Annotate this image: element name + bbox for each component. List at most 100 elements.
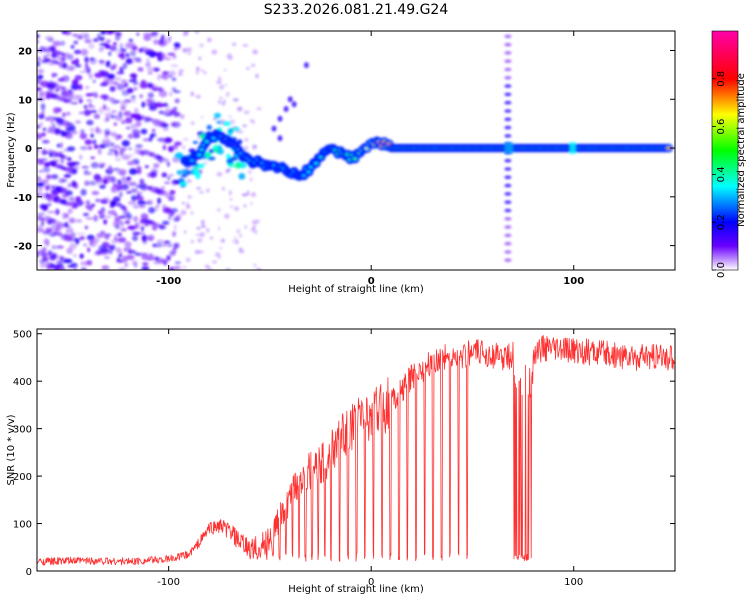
ridge-blob [238, 173, 246, 180]
noise-speckle [65, 111, 71, 116]
noise-speckle [90, 57, 94, 61]
interference-dot [504, 84, 512, 88]
y-tick-label: 500 [13, 330, 32, 341]
noise-speckle [132, 158, 140, 163]
noise-speckle [67, 101, 74, 104]
noise-speckle [233, 236, 237, 240]
noise-speckle [98, 70, 105, 74]
noise-speckle [217, 76, 222, 82]
noise-speckle [134, 107, 139, 115]
noise-speckle [155, 204, 160, 208]
noise-speckle [173, 242, 180, 249]
noise-speckle [126, 87, 134, 94]
x-tick-label: 100 [563, 276, 584, 287]
noise-speckle [42, 256, 49, 262]
noise-speckle [56, 245, 64, 249]
noise-speckle [41, 139, 50, 144]
noise-speckle [104, 234, 110, 240]
ridge-blob [303, 62, 309, 69]
noise-speckle [171, 87, 177, 92]
noise-speckle [67, 197, 72, 201]
noise-speckle [66, 127, 72, 132]
noise-speckle [99, 143, 109, 148]
noise-speckle [80, 188, 87, 196]
noise-speckle [37, 158, 41, 162]
noise-speckle [168, 70, 176, 77]
interference-dot [504, 76, 512, 80]
noise-speckle [81, 165, 89, 169]
noise-speckle [127, 249, 137, 254]
noise-speckle [152, 243, 157, 248]
ridge-blob [208, 149, 214, 154]
noise-speckle [47, 219, 52, 225]
noise-speckle [122, 62, 128, 70]
noise-speckle [72, 94, 80, 101]
noise-speckle [152, 87, 159, 91]
noise-speckle [110, 200, 117, 207]
noise-speckle [103, 178, 110, 184]
noise-speckle [116, 83, 125, 91]
noise-speckle [63, 258, 73, 264]
noise-speckle [143, 119, 150, 123]
ridge-blob [186, 171, 191, 175]
noise-speckle [160, 53, 167, 60]
noise-speckle [60, 157, 64, 164]
noise-speckle [144, 165, 149, 169]
noise-speckle [123, 110, 132, 117]
noise-speckle [100, 207, 106, 213]
noise-speckle [216, 208, 221, 212]
noise-speckle [200, 69, 204, 72]
noise-speckle [48, 126, 53, 131]
noise-speckle [97, 148, 102, 155]
noise-speckle [78, 84, 83, 91]
noise-speckle [169, 109, 177, 114]
noise-speckle [117, 233, 122, 237]
noise-speckle [145, 61, 151, 68]
noise-speckle [159, 259, 168, 264]
noise-speckle [115, 32, 123, 38]
noise-speckle [99, 61, 106, 66]
noise-speckle [93, 215, 98, 222]
noise-speckle [95, 178, 103, 185]
noise-speckle [166, 255, 171, 261]
noise-speckle [59, 61, 63, 68]
noise-speckle [44, 117, 51, 122]
noise-speckle [157, 156, 164, 163]
noise-speckle [79, 146, 89, 151]
noise-speckle [135, 59, 142, 63]
noise-speckle [62, 62, 66, 70]
noise-speckle [110, 66, 115, 71]
noise-speckle [115, 183, 122, 191]
colorbar-tick-label: 0.0 [716, 262, 727, 278]
noise-speckle [52, 159, 60, 163]
noise-speckle [229, 119, 236, 124]
noise-speckle [196, 226, 201, 230]
noise-speckle [93, 173, 101, 181]
noise-speckle [164, 57, 172, 61]
noise-speckle [117, 53, 126, 58]
interference-dot [504, 109, 512, 113]
snr-frame [36, 328, 676, 572]
noise-speckle [160, 190, 169, 196]
noise-speckle [63, 156, 69, 160]
noise-speckle [85, 217, 94, 220]
noise-speckle [172, 121, 181, 128]
noise-speckle [140, 232, 146, 235]
noise-speckle [249, 119, 255, 122]
noise-speckle [80, 48, 89, 56]
noise-speckle [102, 104, 107, 110]
y-tick-label: 400 [13, 377, 32, 388]
interference-dot [504, 158, 512, 163]
noise-speckle [153, 163, 160, 169]
noise-speckle [37, 124, 41, 129]
noise-speckle [60, 187, 67, 191]
noise-speckle [203, 71, 207, 75]
noise-speckle [235, 239, 239, 245]
y-tick-label: -10 [14, 193, 32, 204]
noise-speckle [103, 95, 107, 102]
noise-speckle [83, 109, 92, 116]
interference-dot [504, 233, 512, 238]
noise-speckle [84, 66, 91, 73]
noise-speckle [158, 38, 164, 45]
noise-speckle [46, 264, 52, 270]
